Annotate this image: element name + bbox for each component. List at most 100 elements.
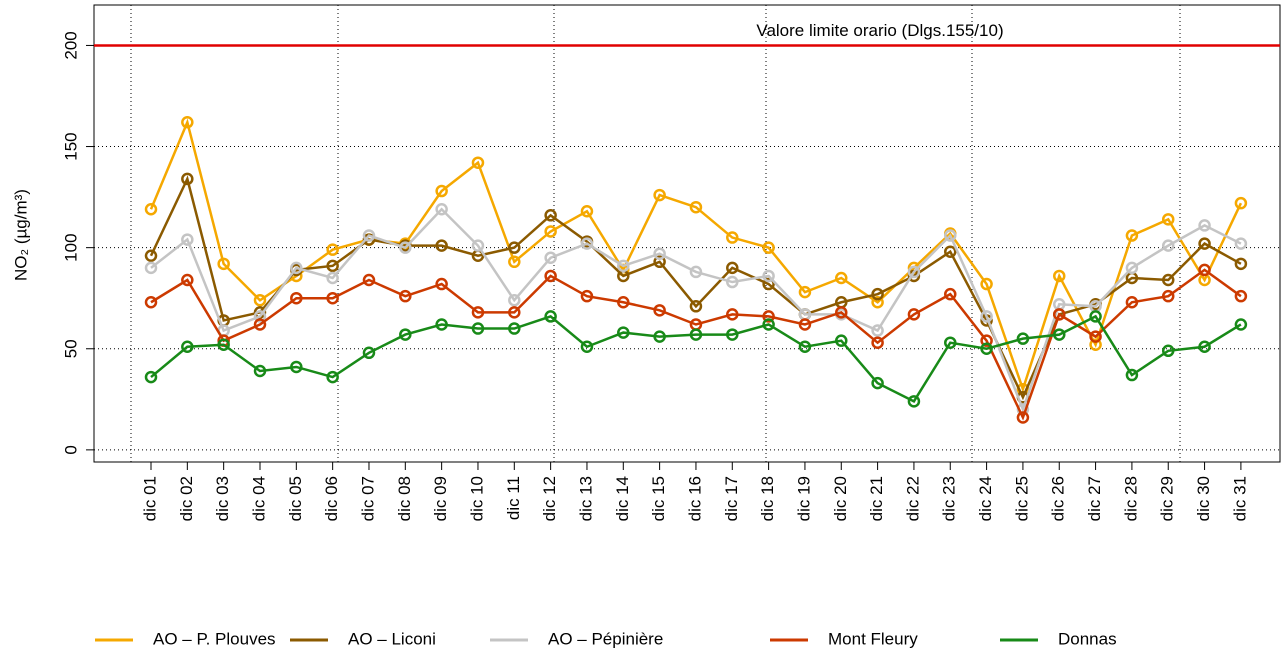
point bbox=[1125, 229, 1139, 242]
point bbox=[362, 346, 376, 360]
x-tick-label: dic 30 bbox=[1194, 476, 1213, 521]
x-tick-label: dic 08 bbox=[395, 476, 414, 521]
y-axis-label: NO₂ (µg/m³) bbox=[11, 189, 30, 281]
point bbox=[362, 273, 376, 287]
point bbox=[762, 310, 775, 323]
point bbox=[326, 271, 339, 285]
point bbox=[580, 289, 594, 303]
point bbox=[326, 259, 339, 273]
point bbox=[726, 275, 739, 289]
point bbox=[726, 328, 739, 341]
point bbox=[798, 340, 812, 353]
series-line bbox=[150, 207, 1242, 414]
point bbox=[144, 296, 158, 309]
point bbox=[1198, 237, 1211, 250]
point bbox=[871, 287, 884, 301]
point bbox=[653, 247, 666, 260]
point bbox=[144, 202, 158, 216]
legend-label: AO – P. Plouves bbox=[153, 629, 276, 648]
y-tick-label: 200 bbox=[61, 31, 80, 59]
x-tick-label: dic 03 bbox=[213, 476, 232, 521]
x-tick-label: dic 27 bbox=[1085, 476, 1104, 521]
point bbox=[1234, 318, 1248, 331]
point bbox=[1161, 289, 1175, 303]
point bbox=[435, 239, 448, 252]
point bbox=[944, 336, 957, 349]
plot-frame bbox=[93, 4, 1281, 463]
point bbox=[399, 241, 412, 254]
point bbox=[689, 328, 703, 341]
point bbox=[944, 245, 957, 258]
point bbox=[1161, 344, 1175, 358]
series-line bbox=[149, 118, 1243, 394]
x-tick-label: dic 22 bbox=[903, 476, 922, 521]
point bbox=[544, 310, 557, 323]
point bbox=[871, 336, 884, 349]
point bbox=[181, 340, 194, 353]
point bbox=[1198, 219, 1211, 232]
point bbox=[435, 184, 448, 198]
point bbox=[944, 229, 957, 242]
legend-label: Mont Fleury bbox=[828, 629, 918, 648]
point bbox=[471, 239, 485, 252]
legend-label: AO – Pépinière bbox=[548, 629, 663, 648]
point bbox=[726, 231, 739, 244]
point bbox=[980, 277, 993, 291]
x-tick-label: dic 01 bbox=[140, 476, 159, 521]
x-tick-label: dic 11 bbox=[504, 476, 523, 520]
point bbox=[1161, 213, 1175, 226]
point bbox=[326, 291, 339, 305]
point bbox=[508, 255, 521, 269]
point bbox=[544, 251, 557, 265]
point bbox=[1016, 332, 1030, 345]
point bbox=[508, 306, 521, 319]
point bbox=[653, 188, 666, 202]
point bbox=[217, 338, 230, 351]
legend-label: AO – Liconi bbox=[348, 629, 436, 648]
series-line bbox=[150, 268, 1242, 421]
point bbox=[653, 330, 666, 343]
point bbox=[253, 318, 267, 331]
x-tick-label: dic 13 bbox=[576, 476, 595, 521]
x-tick-label: dic 20 bbox=[831, 476, 850, 521]
point bbox=[1125, 261, 1139, 275]
point bbox=[290, 291, 303, 305]
point bbox=[835, 334, 848, 347]
point bbox=[689, 200, 703, 214]
point bbox=[762, 318, 775, 331]
point bbox=[217, 257, 230, 271]
point bbox=[871, 324, 884, 337]
point bbox=[835, 306, 848, 319]
x-tick-label: dic 10 bbox=[467, 476, 486, 521]
point bbox=[580, 205, 594, 218]
x-tick-label: dic 05 bbox=[286, 476, 305, 521]
point bbox=[1089, 330, 1102, 343]
point bbox=[1234, 196, 1248, 210]
point bbox=[471, 306, 485, 319]
point bbox=[689, 300, 703, 313]
point bbox=[871, 376, 884, 390]
x-tick-label: dic 06 bbox=[322, 476, 341, 521]
y-tick-label: 150 bbox=[61, 132, 80, 160]
point bbox=[253, 364, 267, 378]
point bbox=[1234, 237, 1248, 250]
point bbox=[508, 322, 521, 335]
point bbox=[580, 237, 594, 250]
x-tick-label: dic 09 bbox=[431, 476, 450, 521]
point bbox=[290, 261, 303, 275]
point bbox=[835, 271, 848, 285]
point bbox=[798, 285, 812, 299]
point bbox=[435, 318, 448, 331]
point bbox=[1089, 310, 1102, 323]
point bbox=[944, 287, 957, 301]
point bbox=[980, 342, 993, 356]
point bbox=[762, 241, 775, 254]
point bbox=[144, 261, 158, 275]
point bbox=[544, 209, 557, 222]
point bbox=[471, 322, 485, 335]
x-tick-label: dic 24 bbox=[976, 476, 995, 521]
point bbox=[980, 334, 993, 347]
point bbox=[617, 296, 630, 309]
x-tick-label: dic 16 bbox=[685, 476, 704, 521]
